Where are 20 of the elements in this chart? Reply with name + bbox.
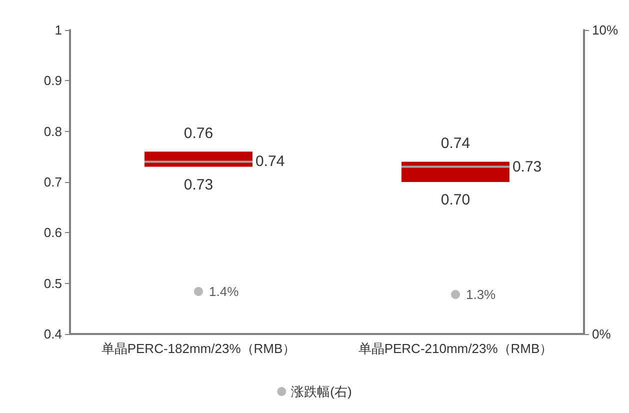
y-tick-label: 0.8 [44, 124, 62, 139]
y-tick-label: 0.6 [44, 225, 62, 240]
y-tick-label: 0.9 [44, 73, 62, 88]
annotation: 0.73 [512, 158, 542, 176]
y-tick-label: 1 [54, 22, 62, 38]
annotation: 0.76 [184, 125, 214, 142]
y2-tick-label: 0% [592, 326, 612, 342]
annotation: 0.70 [440, 192, 470, 208]
y-tick-label: 0.7 [44, 174, 62, 190]
legend-label: 涨跌幅(右) [291, 384, 352, 399]
y-tick-label: 0.5 [44, 276, 62, 291]
y-tick-label: 0.4 [44, 326, 62, 342]
data-label: 1.3% [466, 286, 496, 302]
data-label: 1.4% [208, 284, 240, 299]
annotation: 0.73 [184, 176, 214, 194]
annotation: 0.74 [255, 153, 285, 170]
annotation: 0.74 [440, 135, 470, 152]
y2-tick-label: 10% [592, 22, 618, 38]
x-tick-label: 单晶PERC-210mm/23%（RMB） [358, 341, 553, 356]
x-tick-label: 单晶PERC-182mm/23%（RMB） [101, 341, 296, 356]
